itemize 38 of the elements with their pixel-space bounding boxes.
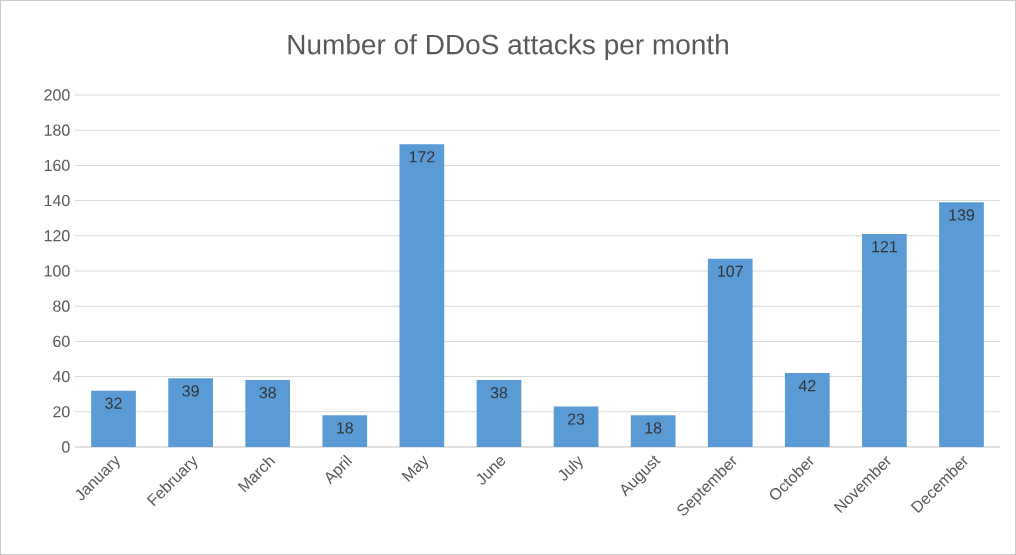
bar — [553, 406, 599, 448]
data-label: 42 — [798, 380, 816, 392]
y-tick-label: 100 — [44, 265, 70, 277]
data-label: 121 — [872, 240, 897, 253]
data-label: 18 — [645, 422, 662, 434]
bar — [91, 390, 136, 448]
y-tick-label: 0 — [62, 441, 70, 453]
bar — [707, 258, 753, 448]
data-label: 139 — [949, 209, 975, 221]
x-tick-label: May — [401, 455, 429, 482]
bar — [862, 234, 907, 448]
y-tick-label: 200 — [44, 89, 70, 101]
bar — [245, 380, 291, 448]
y-tick-label: 80 — [53, 300, 70, 312]
y-tick-label: 140 — [44, 194, 70, 207]
data-label: 172 — [409, 151, 435, 163]
bar — [630, 415, 676, 448]
data-label: 39 — [182, 385, 199, 397]
y-tick-label: 180 — [44, 124, 70, 136]
data-label: 107 — [718, 265, 743, 277]
y-tick-label: 160 — [44, 159, 70, 172]
chart-title: Number of DDoS attacks per month — [288, 33, 728, 61]
bar — [168, 378, 213, 448]
bar — [399, 144, 445, 448]
bar — [322, 415, 368, 448]
y-tick-label: 40 — [52, 370, 70, 383]
data-label: 38 — [259, 387, 276, 399]
data-label: 32 — [105, 397, 122, 409]
bar — [939, 202, 984, 448]
data-label: 38 — [490, 387, 508, 399]
data-label: 23 — [567, 413, 585, 425]
bar — [784, 373, 830, 448]
y-tick-label: 120 — [44, 230, 70, 242]
data-label: 18 — [337, 422, 353, 434]
y-tick-label: 60 — [53, 335, 70, 348]
y-tick-label: 20 — [53, 406, 70, 418]
bar — [476, 380, 522, 448]
x-tick-label: July — [558, 455, 583, 481]
